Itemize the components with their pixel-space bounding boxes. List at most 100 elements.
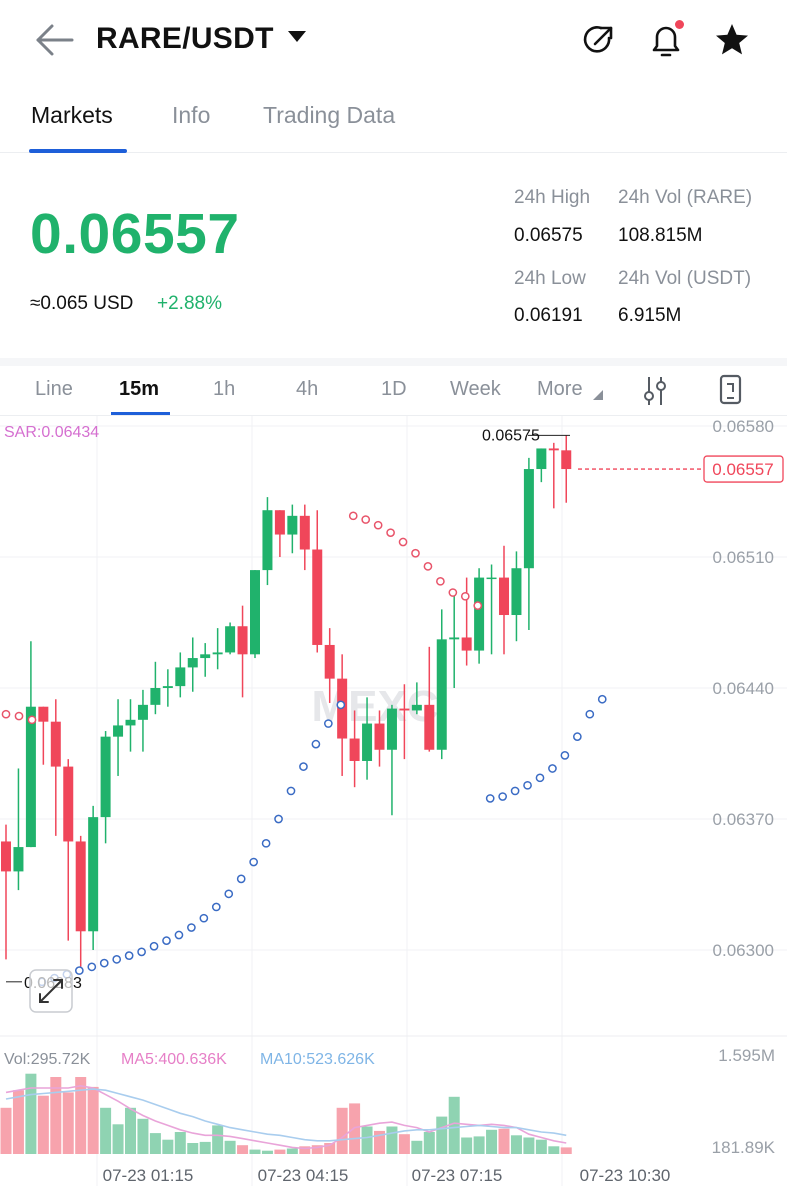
top-header: RARE/USDT <box>0 0 787 80</box>
sar-dot <box>361 515 371 524</box>
volume-bar <box>212 1125 224 1154</box>
interval-4h[interactable]: 4h <box>296 378 319 400</box>
pair-title[interactable]: RARE/USDT <box>96 22 274 55</box>
sar-dot <box>249 857 258 867</box>
candle <box>100 731 111 844</box>
indicator-settings-icon[interactable] <box>640 374 670 408</box>
volume-bar <box>50 1077 62 1154</box>
interval-week[interactable]: Week <box>450 378 501 400</box>
price-tick-label: 0.06440 <box>713 679 774 698</box>
sar-dot <box>99 958 109 968</box>
current-price-marker: 0.06557 <box>578 455 784 483</box>
usd-equivalent: ≈0.065 USD <box>30 293 134 314</box>
candle <box>523 457 534 630</box>
sar-dot <box>112 955 122 964</box>
expand-icon <box>39 979 63 1003</box>
sar-dot <box>149 941 159 951</box>
candle <box>499 545 509 655</box>
volume-bar <box>535 1139 547 1154</box>
sar-dot <box>585 709 595 719</box>
price-change-percent: +2.88% <box>157 293 222 314</box>
volume-bar <box>486 1129 498 1154</box>
vol-quote-value: 6.915M <box>618 305 682 326</box>
volume-bar <box>436 1116 448 1154</box>
notifications-button[interactable] <box>646 20 686 60</box>
interval-more[interactable]: More <box>537 378 583 400</box>
rotate-screen-icon[interactable] <box>716 372 746 408</box>
volume-bar <box>174 1132 186 1154</box>
volume-bar <box>87 1086 99 1154</box>
volume-bar <box>25 1073 37 1154</box>
volume-bar <box>125 1107 136 1154</box>
candle <box>150 661 161 715</box>
sar-dot <box>535 773 545 783</box>
candle <box>75 835 86 967</box>
volume-bar <box>411 1140 423 1154</box>
candles <box>1 435 572 967</box>
sar-dot <box>286 786 296 796</box>
vol-base-value: 108.815M <box>618 225 703 246</box>
price-tick-label: 0.06510 <box>713 548 774 567</box>
favorite-button[interactable] <box>712 20 752 60</box>
candle <box>511 551 522 642</box>
time-tick-label: 07-23 04:15 <box>258 1166 349 1185</box>
candle <box>312 510 323 653</box>
sar-dot <box>460 591 470 601</box>
volume-bar <box>199 1141 211 1154</box>
candle <box>63 759 74 941</box>
back-button[interactable] <box>30 18 80 62</box>
sar-dot <box>261 838 271 848</box>
sar-label: SAR:0.06434 <box>4 424 99 441</box>
candle <box>137 689 148 752</box>
candle <box>337 654 348 776</box>
sar-dot <box>14 711 24 721</box>
candle <box>449 592 460 688</box>
tab-info[interactable]: Info <box>172 102 211 128</box>
candle <box>411 682 422 715</box>
candle <box>125 699 136 752</box>
tab-trading-data[interactable]: Trading Data <box>263 102 396 128</box>
sar-dot <box>27 715 37 725</box>
sar-dot <box>224 889 234 899</box>
candle <box>536 448 547 483</box>
interval-1d[interactable]: 1D <box>381 378 407 400</box>
candle <box>349 710 360 788</box>
sar-dot <box>75 966 84 975</box>
interval-15m[interactable]: 15m <box>119 378 160 400</box>
sar-dot <box>548 764 557 773</box>
section-divider <box>0 358 787 366</box>
candle <box>362 697 373 780</box>
volume-bar <box>75 1077 87 1154</box>
sar-dot <box>199 913 209 923</box>
interval-line[interactable]: Line <box>35 378 73 400</box>
pair-dropdown-icon[interactable] <box>288 31 306 42</box>
time-axis: 07-23 01:15 07-23 04:15 07-23 07:15 07-23 1… <box>103 1166 671 1185</box>
volume-bar <box>349 1103 361 1154</box>
candle <box>1 824 11 960</box>
candle <box>436 609 447 760</box>
sar-dot <box>498 792 507 801</box>
interval-1h[interactable]: 1h <box>213 378 236 400</box>
sar-dot <box>510 786 520 796</box>
candle <box>324 628 335 703</box>
share-button[interactable] <box>579 20 619 60</box>
fullscreen-button[interactable] <box>29 969 73 1013</box>
candle <box>25 641 36 848</box>
volume-bar <box>461 1137 473 1154</box>
price-tick-label: 0.06370 <box>713 810 774 829</box>
sar-dot <box>348 511 358 521</box>
tab-markets[interactable]: Markets <box>31 102 113 128</box>
time-tick-label: 07-23 01:15 <box>103 1166 194 1185</box>
vol-quote-label: 24h Vol (USDT) <box>618 268 752 289</box>
volume-bar <box>112 1124 124 1154</box>
sar-dot <box>137 947 146 957</box>
candlestick-chart[interactable]: MEXC 0.065800.065100.064400.063700.06300… <box>0 416 787 1200</box>
price-tick-label: 0.06300 <box>713 941 774 960</box>
candle <box>561 435 572 503</box>
candle <box>399 684 410 760</box>
interval-bar: Line 15m 1h 4h 1D Week More <box>0 366 787 416</box>
sar-dot <box>299 762 308 771</box>
sar-dot <box>398 537 408 547</box>
sar-dot <box>386 528 395 538</box>
last-price: 0.06557 <box>30 202 240 266</box>
